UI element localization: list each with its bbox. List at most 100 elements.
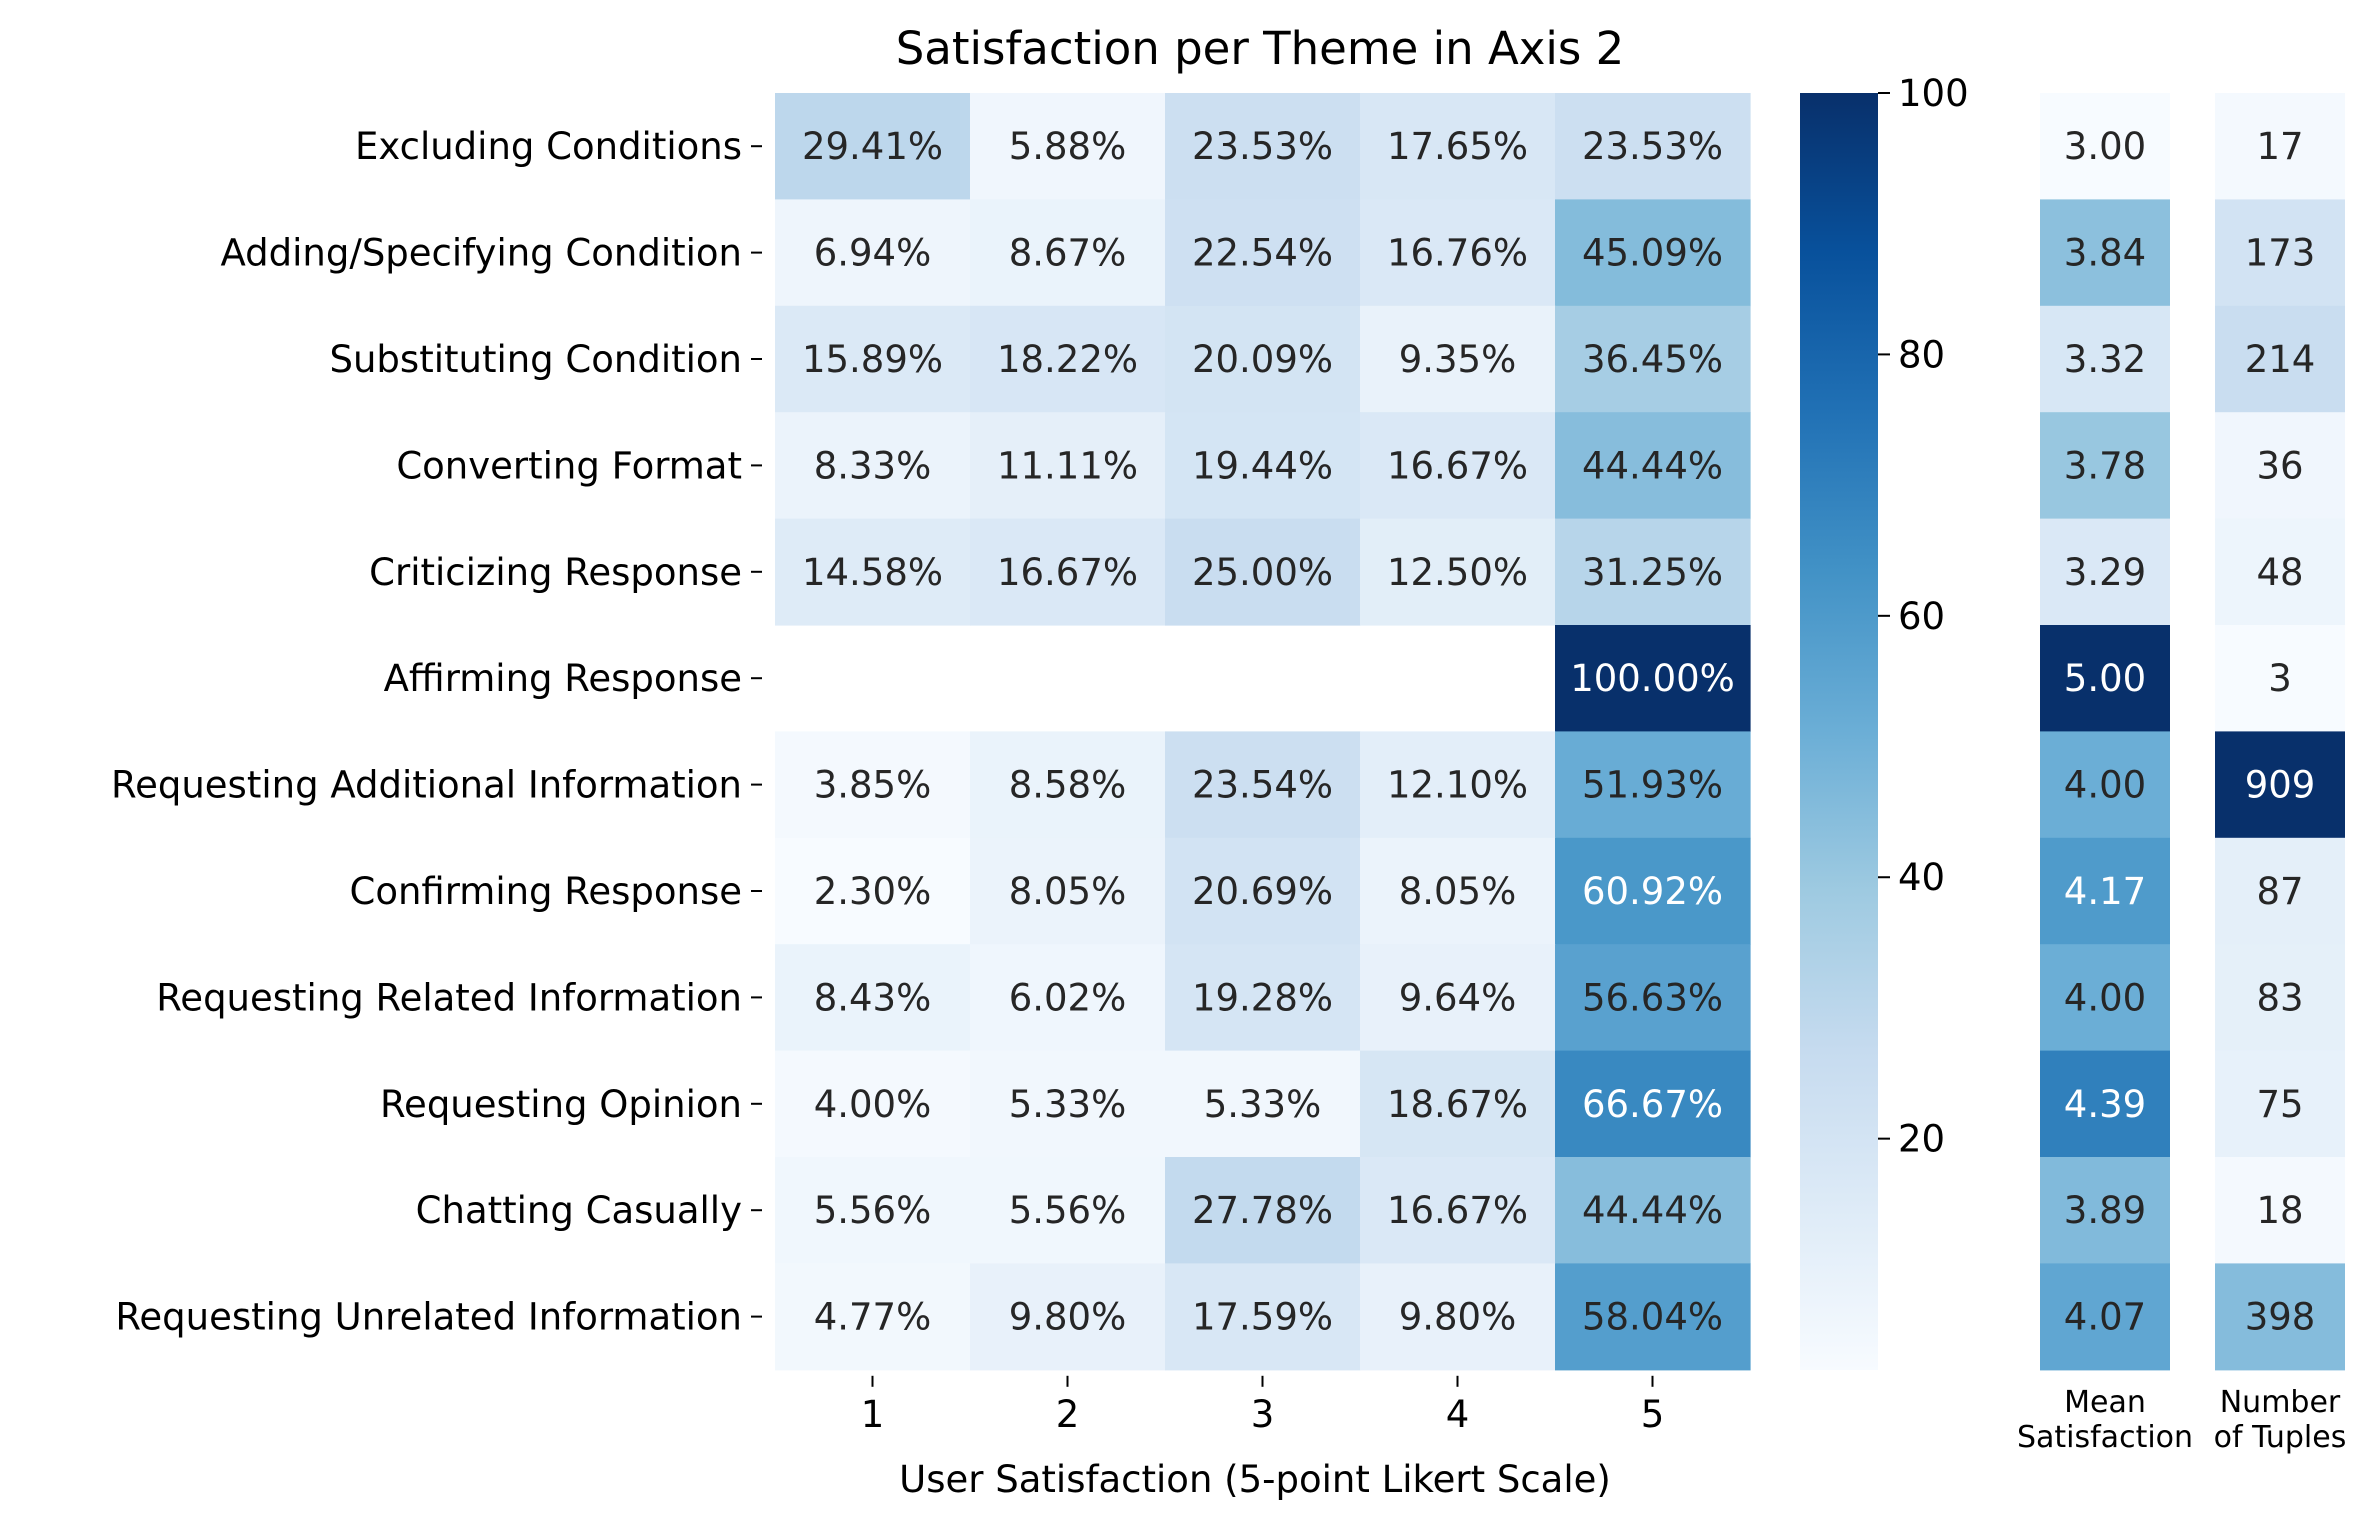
heatmap-cell	[775, 1263, 971, 1371]
heatmap-cell-label: 15.89%	[802, 338, 943, 381]
heatmap-cell	[1165, 731, 1361, 839]
heatmap-cell	[1555, 944, 1751, 1052]
heatmap-cell	[1555, 1157, 1751, 1264]
heatmap-cell-label: 45.09%	[1582, 232, 1723, 275]
number-of-tuples-label: 83	[2256, 976, 2303, 1019]
number-of-tuples-cell	[2215, 944, 2345, 1052]
x-tick-label: 3	[1251, 1393, 1275, 1436]
number-of-tuples-label: 17	[2256, 125, 2303, 168]
number-of-tuples-label: 87	[2256, 870, 2303, 913]
colorbar-tick-label: 80	[1898, 333, 1945, 376]
number-of-tuples-cell	[2215, 93, 2345, 200]
heatmap-cell	[1360, 305, 1556, 413]
heatmap-cell-label: 9.80%	[1399, 1296, 1517, 1339]
heatmap-cell-label: 12.50%	[1387, 551, 1528, 594]
heatmap-cell-label: 6.94%	[814, 232, 932, 275]
heatmap-cell	[970, 944, 1166, 1052]
mean-satisfaction-label: 3.29	[2064, 551, 2146, 594]
side-column-labels: Mean Satisfaction Number of Tuples	[2017, 1385, 2346, 1455]
y-tick-label: Requesting Related Information	[156, 976, 742, 1019]
colorbar-tick-label: 40	[1898, 856, 1945, 899]
number-of-tuples-xlabel: Number of Tuples	[2214, 1385, 2347, 1455]
heatmap-cell	[1360, 1263, 1556, 1371]
main-heatmap-cell-labels: 29.41% 5.88% 23.53% 17.65% 23.53% 6.94% 8.67% 2…	[802, 125, 1735, 1338]
number-of-tuples-cell	[2215, 305, 2345, 413]
heatmap-cell	[1555, 1263, 1751, 1371]
y-tick-label: Substituting Condition	[330, 338, 743, 381]
heatmap-cell	[970, 731, 1166, 839]
mean-satisfaction-label: 3.78	[2064, 444, 2146, 487]
heatmap-cell-label: 5.33%	[1009, 1083, 1127, 1126]
heatmap-cell	[1165, 93, 1361, 200]
heatmap-cell-label: 23.53%	[1582, 125, 1723, 168]
heatmap-cell	[775, 93, 971, 200]
mean-satisfaction-cell	[2040, 944, 2170, 1052]
number-of-tuples-label: 48	[2256, 551, 2303, 594]
heatmap-cell-label: 17.59%	[1192, 1296, 1333, 1339]
mean-satisfaction-label: 3.84	[2064, 232, 2146, 275]
main-heatmap-cells	[775, 93, 1751, 1371]
heatmap-cell-label: 60.92%	[1582, 870, 1723, 913]
x-tick-label: 2	[1056, 1393, 1080, 1436]
heatmap-cell-label: 5.56%	[814, 1189, 932, 1232]
mean-satisfaction-label: 3.32	[2064, 338, 2146, 381]
heatmap-cell	[775, 305, 971, 413]
heatmap-cell	[1360, 944, 1556, 1052]
heatmap-cell	[970, 93, 1166, 200]
heatmap-cell	[1360, 518, 1556, 626]
mean-satisfaction-column: 3.00 3.84 3.32 3.78 3.29 5.00 4.00 4.17 4.00 4.39…	[2040, 93, 2170, 1371]
heatmap-cell-label: 20.09%	[1192, 338, 1333, 381]
heatmap-cell	[1165, 1050, 1361, 1158]
mean-satisfaction-label: 5.00	[2064, 657, 2146, 700]
x-tick-label: 1	[861, 1393, 885, 1436]
heatmap-cell	[1165, 518, 1361, 626]
number-of-tuples-cell	[2215, 731, 2345, 839]
mean-satisfaction-cell	[2040, 731, 2170, 839]
heatmap-cell-label: 18.22%	[997, 338, 1138, 381]
heatmap-cell-label: 19.44%	[1192, 444, 1333, 487]
heatmap-cell-label: 27.78%	[1192, 1189, 1333, 1232]
x-tick-label: 5	[1641, 1393, 1665, 1436]
colorbar-ticks: 20 40 60 80 100	[1878, 72, 1969, 1161]
heatmap-cell	[1555, 412, 1751, 520]
heatmap-cell	[775, 944, 971, 1052]
y-tick-label: Converting Format	[396, 444, 742, 487]
heatmap-cell-label: 23.53%	[1192, 125, 1333, 168]
heatmap-cell	[1555, 305, 1751, 413]
number-of-tuples-cell	[2215, 1263, 2345, 1371]
number-of-tuples-cell	[2215, 518, 2345, 626]
heatmap-cell	[1555, 731, 1751, 839]
heatmap-cell	[970, 305, 1166, 413]
heatmap-cell-label: 51.93%	[1582, 764, 1723, 807]
heatmap-cell-label: 2.30%	[814, 870, 932, 913]
number-of-tuples-cell	[2215, 625, 2345, 732]
heatmap-cell	[1360, 93, 1556, 200]
number-of-tuples-cell	[2215, 1157, 2345, 1264]
heatmap-cell-label: 100.00%	[1570, 657, 1735, 700]
mean-satisfaction-cell	[2040, 1157, 2170, 1264]
heatmap-cell-label: 17.65%	[1387, 125, 1528, 168]
heatmap-cell-label: 58.04%	[1582, 1296, 1723, 1339]
number-of-tuples-cell	[2215, 412, 2345, 520]
number-of-tuples-label: 398	[2245, 1296, 2316, 1339]
heatmap-cell	[1165, 944, 1361, 1052]
heatmap-cell-label: 8.67%	[1009, 232, 1127, 275]
heatmap-cell-label: 16.67%	[1387, 1189, 1528, 1232]
heatmap-cell-label: 36.45%	[1582, 338, 1723, 381]
heatmap-cell	[1555, 93, 1751, 200]
heatmap-cell	[775, 1157, 971, 1264]
heatmap-cell	[970, 1157, 1166, 1264]
chart-title: Satisfaction per Theme in Axis 2	[896, 22, 1625, 75]
heatmap-cell	[1165, 199, 1361, 307]
y-tick-label: Requesting Additional Information	[111, 764, 742, 807]
heatmap-cell-label: 56.63%	[1582, 976, 1723, 1019]
heatmap-cell-label: 23.54%	[1192, 764, 1333, 807]
heatmap-cell-label: 8.05%	[1009, 870, 1127, 913]
heatmap-cell-label: 3.85%	[814, 764, 932, 807]
y-tick-label: Affirming Response	[384, 657, 742, 700]
heatmap-cell-label: 9.80%	[1009, 1296, 1127, 1339]
heatmap-cell	[970, 1263, 1166, 1371]
heatmap-cell-label: 8.33%	[814, 444, 932, 487]
